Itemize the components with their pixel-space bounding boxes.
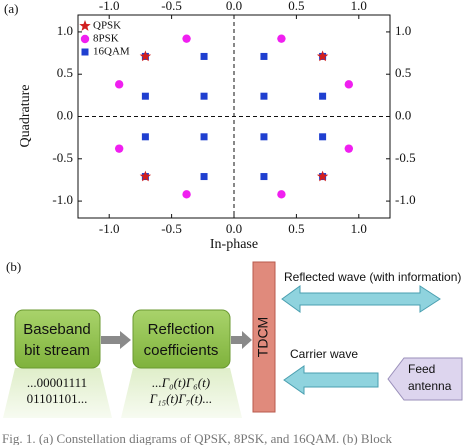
x-tick-label: 1.0 (351, 221, 367, 236)
legend-label: 16QAM (93, 46, 130, 58)
baseband-box (14, 309, 101, 369)
reflected-wave-arrow (281, 285, 441, 313)
tdcm-block (252, 261, 276, 413)
square-point (141, 92, 149, 100)
square-point (260, 133, 268, 141)
box-text: coefficients (144, 342, 219, 359)
circle-point (344, 144, 354, 153)
y-tick-label: -0.5 (52, 150, 73, 165)
legend-marker (80, 34, 90, 44)
circle-point (182, 34, 191, 43)
arrow (231, 331, 252, 349)
panel-label: (b) (6, 259, 21, 274)
x-tick-label: 0.0 (226, 0, 242, 13)
bits: ...00001111 (27, 375, 87, 390)
star-point (316, 170, 329, 182)
caption: Fig. 1. (a) Constellation diagrams of QP… (2, 431, 392, 445)
legend-marker (81, 48, 89, 56)
square-point (200, 133, 208, 141)
square-point (319, 92, 327, 100)
square-point (319, 133, 327, 141)
circle-point (277, 34, 286, 43)
bits: 01101101... (27, 391, 88, 406)
square-point (200, 92, 208, 100)
antenna-label: antenna (408, 379, 452, 393)
antenna-label: Feed (408, 362, 435, 376)
y-tick-label: -1.0 (52, 192, 73, 207)
legend-label: QPSK (93, 20, 121, 32)
circle-point (114, 144, 124, 153)
x-axis-label: In-phase (210, 237, 258, 252)
circle-point (277, 190, 286, 199)
carrier-wave-arrow (283, 365, 379, 395)
circle-point (182, 190, 191, 199)
x-tick-label: -0.5 (161, 221, 182, 236)
x-tick-label: 1.0 (351, 0, 367, 13)
panel-label: (a) (4, 1, 18, 16)
x-tick-label: -1.0 (99, 221, 120, 236)
wave-label: Carrier wave (290, 347, 358, 361)
star-point (139, 170, 152, 182)
square-point (200, 173, 208, 181)
tdcm-label: TDCM (255, 317, 271, 357)
square-point (141, 133, 149, 141)
square-point (200, 52, 208, 60)
y-tick-label: 0.0 (395, 107, 411, 122)
circle-point (344, 80, 354, 89)
circle-point (114, 80, 124, 89)
square-point (260, 173, 268, 181)
y-tick-label: -0.5 (395, 150, 416, 165)
wave-label: Reflected wave (with information) (284, 270, 461, 284)
feed-antenna (387, 357, 463, 401)
box-text: bit stream (24, 342, 90, 359)
y-tick-label: 1.0 (395, 23, 411, 38)
shade (3, 368, 112, 418)
arrow (101, 331, 131, 349)
symbols: Γ₁₅(t)Γ₇(t)... (149, 391, 213, 406)
x-tick-label: -0.5 (161, 0, 182, 13)
box-text: Baseband (23, 321, 91, 338)
y-tick-label: 0.5 (57, 65, 73, 80)
reflection-box (132, 309, 231, 369)
legend-label: 8PSK (93, 33, 119, 45)
y-tick-label: -1.0 (395, 192, 416, 207)
x-tick-label: 0.5 (288, 0, 304, 13)
square-point (260, 92, 268, 100)
y-tick-label: 0.0 (57, 107, 73, 122)
x-tick-label: 0.5 (288, 221, 304, 236)
box-text: Reflection (148, 321, 215, 338)
x-tick-label: 0.0 (226, 221, 242, 236)
y-tick-label: 1.0 (57, 23, 73, 38)
star-point (139, 50, 152, 62)
x-tick-label: -1.0 (99, 0, 120, 13)
legend-marker (79, 20, 91, 31)
y-axis-label: Quadrature (18, 85, 33, 148)
y-tick-label: 0.5 (395, 65, 411, 80)
symbols: ...Γ₀(t)Γ₆(t) (152, 375, 210, 390)
shade (121, 368, 242, 418)
square-point (260, 52, 268, 60)
star-point (316, 50, 329, 62)
